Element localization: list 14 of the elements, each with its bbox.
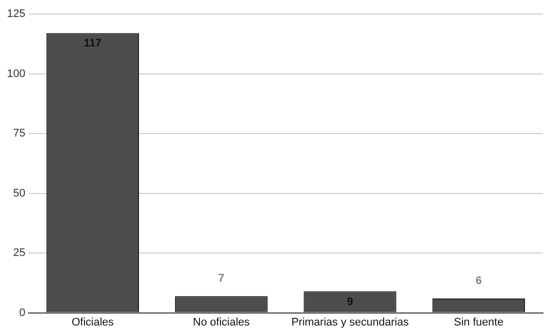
y-tick-label: 75 [13, 128, 26, 140]
y-tick-label: 125 [6, 8, 26, 20]
x-tick-label: Primarias y secundarias [291, 316, 410, 328]
y-tick-label: 50 [13, 187, 26, 200]
y-tick-label: 100 [6, 68, 26, 80]
data-label: 117 [84, 38, 102, 50]
y-tick-label: 0 [19, 306, 26, 319]
x-tick-label: Oficiales [72, 316, 114, 328]
data-label: 6 [476, 274, 482, 287]
y-tick-label: 25 [13, 247, 26, 260]
x-tick-label: No oficiales [192, 316, 250, 328]
x-tick-label: Sin fuente [454, 316, 504, 328]
data-label: 7 [218, 272, 224, 285]
data-label: 9 [346, 296, 354, 308]
